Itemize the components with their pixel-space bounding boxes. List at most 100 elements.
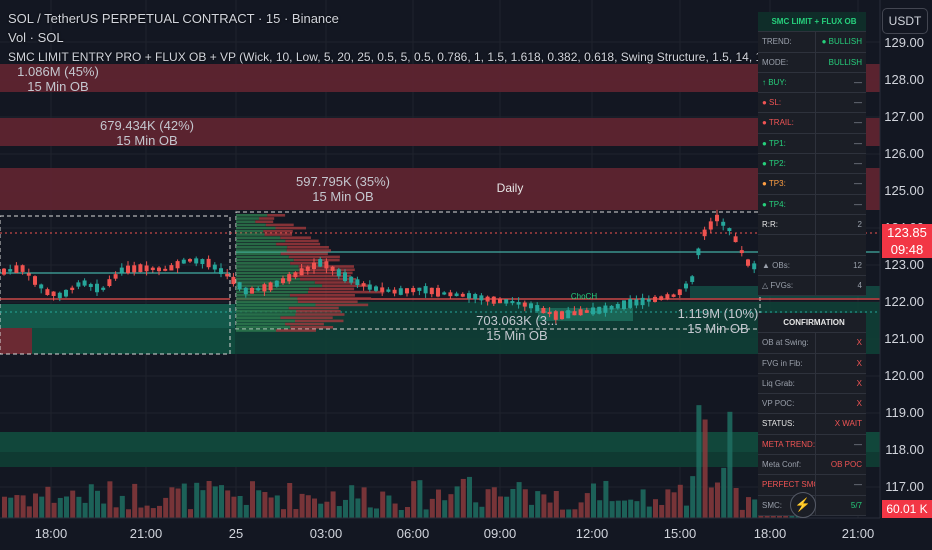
vp-bar-bull (236, 319, 295, 323)
candle-body (231, 276, 236, 285)
panel-row-key: TREND: (758, 32, 816, 52)
ob-timeframe: 15 Min OB (687, 321, 749, 336)
candle-body (57, 292, 62, 299)
candle-body (609, 305, 614, 310)
volume-bar (163, 497, 169, 518)
candle-body (572, 311, 577, 316)
vp-bar-bear (294, 319, 344, 323)
vp-bar-bear (289, 294, 355, 297)
bar-countdown: 09:48 (890, 242, 924, 257)
panel-row: Meta Conf: OB POC (758, 455, 866, 476)
volume-bar (392, 503, 398, 518)
vp-bar-bull (236, 236, 281, 239)
price-tick-label: 123.00 (884, 257, 924, 272)
vp-bar-bear (285, 239, 319, 243)
volume-bar (293, 509, 299, 518)
panel-row-value: — (854, 480, 862, 490)
candle-body (237, 282, 242, 290)
candle-body (243, 287, 248, 295)
candle-body (423, 286, 428, 294)
volume-bar (696, 405, 702, 518)
vp-bar-bear (322, 284, 372, 287)
volume-bar (491, 487, 497, 518)
panel-row-key: ▲ OBs: (758, 255, 816, 275)
candle-body (95, 283, 99, 293)
panel-row: ● TP4: — (758, 194, 866, 215)
candle-body (498, 298, 502, 304)
vp-bar-bull (236, 255, 289, 259)
panel-row-key: ● TRAIL: (758, 113, 816, 133)
volume-bar (287, 482, 293, 518)
vp-bar-bull (236, 214, 268, 217)
candle-body (355, 279, 360, 286)
volume-bar (39, 496, 45, 518)
lightning-icon[interactable]: ⚡ (790, 492, 816, 518)
volume-bar (281, 509, 286, 518)
candle-body (460, 293, 465, 297)
volume-bar (405, 507, 410, 518)
candle-body (138, 264, 143, 273)
time-tick-label: 25 (228, 526, 244, 541)
vp-bar-bull (236, 217, 259, 220)
panel-row-key: STATUS: (758, 414, 816, 434)
volume-bar (429, 498, 435, 518)
panel-row-key: META TREND: (758, 434, 816, 455)
vp-bar-bull (236, 303, 316, 307)
confirmation-title-row: CONFIRMATION (758, 313, 866, 334)
volume-bar (212, 486, 218, 518)
panel-row-value: — (854, 159, 862, 169)
bull-ob-zone-left (0, 304, 235, 328)
candle-body (429, 287, 434, 295)
volume-bar (485, 489, 491, 518)
volume-bar (64, 496, 69, 518)
volume-bar (739, 509, 745, 518)
candle-body (175, 261, 180, 269)
panel-row: ● TP1: — (758, 133, 866, 155)
vp-bar-bull (236, 306, 289, 310)
volume-bar (349, 485, 355, 518)
panel-row-value: ● BULLISH (821, 37, 862, 47)
ob-label-1: 1.086M (45%) 15 Min OB (17, 64, 99, 94)
vp-bar-bear (280, 252, 328, 255)
candle-body (491, 296, 496, 304)
vp-bar-bull (236, 274, 292, 278)
candle-body (411, 287, 416, 293)
vp-bar-bull (236, 300, 298, 303)
volume-bar (169, 487, 175, 518)
panel-row-key: ● TP3: (758, 174, 816, 194)
panel-row: ↑ BUY: — (758, 72, 866, 94)
candle-body (293, 272, 298, 278)
vp-bar-bear (293, 258, 340, 262)
vp-bar-bull (236, 294, 290, 297)
vp-bar-bull (236, 313, 296, 316)
currency-button[interactable]: USDT (882, 8, 928, 34)
volume-bar (219, 485, 224, 518)
volume-bar (367, 507, 373, 518)
vp-bar-bear (299, 278, 357, 281)
candle-body (677, 289, 682, 295)
vp-bar-bull (236, 230, 264, 233)
vp-bar-bear (288, 306, 339, 310)
volume-bar (467, 476, 472, 518)
vp-bar-bear (264, 233, 293, 236)
indicator-legend[interactable]: SMC LIMIT ENTRY PRO + FLUX OB + VP (Wick… (8, 50, 833, 64)
vp-bar-bull (236, 326, 291, 329)
volume-bar (535, 491, 541, 518)
volume-bar (634, 501, 640, 518)
volume-bar (653, 499, 658, 518)
symbol-title[interactable]: SOL / TetherUS PERPETUAL CONTRACT · 15 ·… (8, 11, 339, 26)
candle-body (436, 287, 440, 297)
ob-size: 1.119M (10%) (677, 306, 759, 321)
volume-bar (88, 484, 94, 518)
price-tick-label: 119.00 (885, 405, 924, 420)
volume-bar (436, 489, 441, 518)
candle-body (119, 267, 124, 273)
candle-body (398, 288, 403, 295)
volume-legend[interactable]: Vol · SOL (8, 30, 64, 45)
volume-bar (417, 480, 423, 518)
candle-body (2, 268, 6, 275)
volume-bar (132, 483, 138, 518)
ob-timeframe: 15 Min OB (27, 79, 89, 94)
bear-ob-zone-3 (0, 168, 880, 210)
